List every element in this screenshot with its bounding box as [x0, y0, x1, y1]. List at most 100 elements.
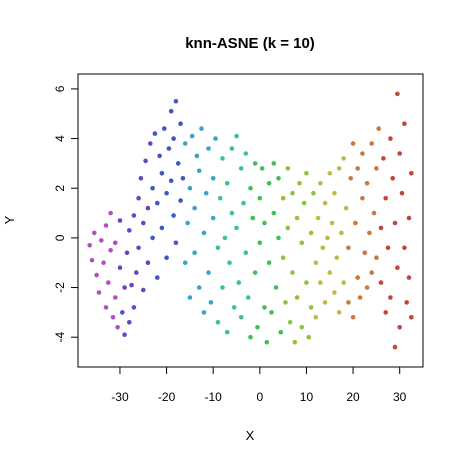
data-point: [257, 195, 263, 201]
data-point: [203, 190, 209, 196]
data-point: [357, 295, 363, 300]
data-point: [162, 126, 167, 131]
data-point: [229, 146, 235, 151]
data-point: [406, 215, 412, 221]
data-point: [404, 300, 410, 305]
data-point: [276, 176, 281, 181]
data-point: [138, 176, 144, 181]
y-axis-label: Y: [2, 215, 17, 224]
data-point: [252, 161, 258, 166]
data-point: [301, 200, 307, 206]
data-point: [108, 210, 113, 216]
data-point: [248, 185, 253, 191]
data-point: [134, 270, 139, 275]
data-point: [297, 181, 302, 186]
data-point: [192, 205, 197, 211]
data-point: [127, 228, 132, 233]
data-point: [173, 240, 179, 246]
data-point: [283, 300, 288, 305]
data-point: [210, 176, 216, 181]
x-tick-label: -10: [205, 390, 223, 404]
data-point: [292, 339, 298, 345]
data-point: [224, 329, 230, 335]
data-point: [229, 210, 235, 216]
data-point: [164, 255, 169, 260]
data-point: [159, 225, 165, 231]
data-point: [141, 287, 146, 293]
data-point: [369, 141, 375, 146]
data-point: [192, 250, 197, 256]
data-point: [315, 215, 321, 221]
data-point: [266, 260, 272, 266]
data-point: [350, 141, 356, 146]
data-point: [353, 220, 358, 226]
data-point: [92, 230, 97, 236]
data-point: [322, 300, 328, 305]
data-point: [399, 190, 405, 196]
data-point: [224, 181, 230, 186]
data-point: [306, 334, 312, 340]
x-tick-label: -20: [158, 390, 176, 404]
data-point: [409, 315, 414, 320]
data-point: [115, 325, 120, 330]
data-point: [201, 230, 207, 236]
data-point: [371, 210, 377, 216]
y-tick-label: 2: [53, 185, 67, 192]
data-point: [273, 285, 279, 290]
data-point: [245, 295, 251, 300]
data-point: [103, 223, 109, 228]
data-point: [182, 260, 188, 266]
data-point: [259, 166, 265, 171]
data-point: [236, 280, 242, 285]
data-point: [364, 181, 370, 186]
data-point: [318, 280, 323, 285]
data-point: [187, 185, 193, 191]
data-point: [117, 218, 123, 223]
data-point: [199, 126, 204, 131]
data-point: [339, 230, 344, 236]
data-point: [327, 171, 333, 176]
data-point: [143, 158, 148, 164]
data-point: [257, 240, 263, 246]
data-point: [145, 260, 151, 266]
data-point: [208, 300, 214, 305]
data-point: [150, 235, 155, 241]
data-point: [388, 295, 393, 300]
data-point: [395, 91, 400, 97]
data-point: [222, 235, 228, 241]
data-point: [215, 320, 221, 325]
data-point: [182, 141, 188, 146]
data-point: [266, 181, 272, 186]
data-point: [262, 305, 267, 310]
data-point: [355, 166, 361, 171]
data-point: [336, 310, 342, 315]
data-point: [269, 310, 274, 315]
data-point: [308, 230, 314, 236]
data-point: [178, 198, 183, 203]
data-point: [255, 325, 260, 330]
data-point: [122, 332, 127, 338]
data-point: [383, 310, 389, 315]
data-point: [348, 176, 354, 181]
data-point: [388, 136, 393, 141]
data-point: [159, 171, 165, 176]
data-point: [173, 99, 179, 104]
data-point: [376, 126, 382, 131]
data-point: [369, 270, 375, 275]
data-point: [332, 290, 337, 295]
data-point: [171, 213, 176, 218]
data-point: [155, 200, 160, 206]
data-point: [241, 200, 246, 206]
data-point: [336, 166, 342, 171]
data-point: [136, 195, 141, 201]
data-points: [87, 91, 414, 350]
data-point: [234, 225, 239, 231]
data-point: [180, 176, 186, 181]
data-point: [89, 257, 95, 263]
data-point: [374, 255, 379, 260]
x-axis-label: X: [246, 428, 255, 443]
data-point: [364, 285, 370, 290]
data-point: [320, 245, 326, 251]
data-point: [304, 280, 309, 285]
data-point: [271, 210, 277, 216]
